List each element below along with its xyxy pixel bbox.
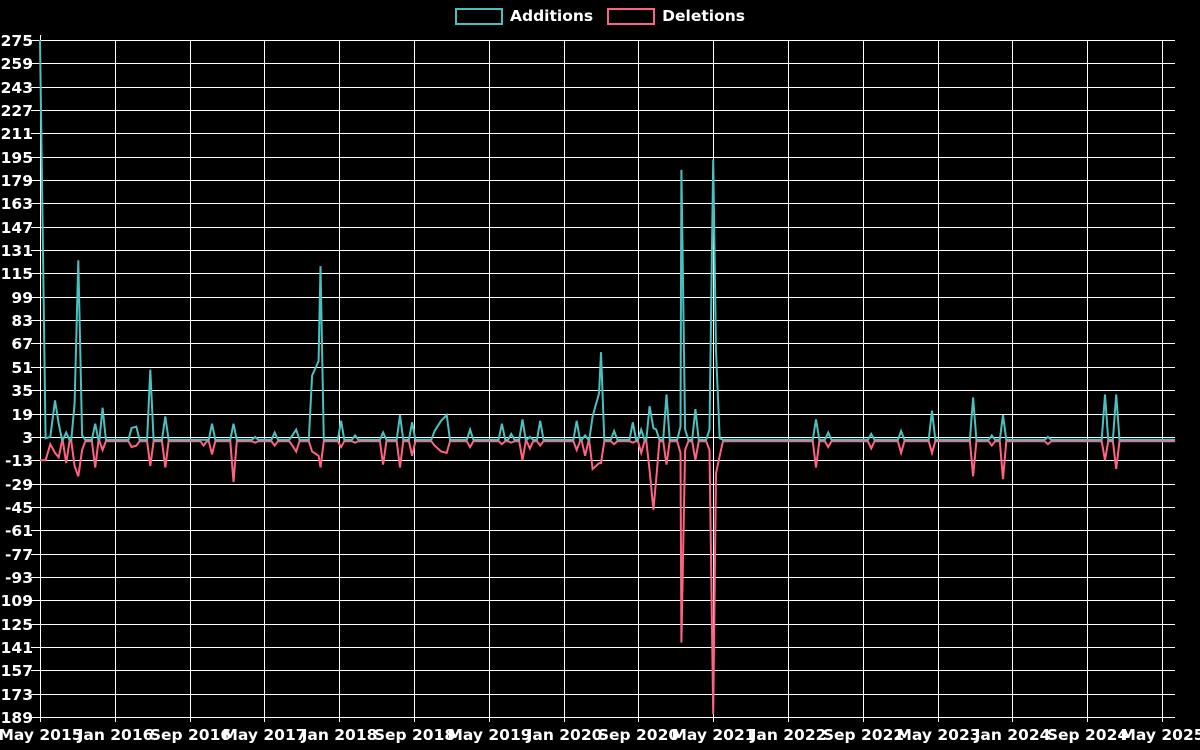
y-tick-label: 51 [11,359,33,377]
y-tick-label: 243 [1,79,33,97]
y-tick-label: -45 [5,499,33,517]
x-tick-label: May 2021 [671,726,755,744]
y-tick-label: -13 [5,452,33,470]
x-tick-label: May 2025 [1120,726,1200,744]
y-tick-label: 115 [1,265,33,283]
axes [31,35,1175,718]
y-tick-label: 259 [1,55,33,73]
deletions-legend-label: Deletions [662,7,745,25]
y-tick-label: -93 [5,569,33,587]
x-tick-label: Sep 2022 [823,726,904,744]
series-line-additions [39,39,1176,441]
y-tick-label: -29 [5,476,33,494]
additions-swatch [455,8,503,25]
y-tick-label: -173 [0,686,33,704]
y-tick-label: 163 [1,195,33,213]
y-tick-label: 179 [1,172,33,190]
y-tick-label: 195 [1,149,33,167]
y-tick-label: 99 [11,289,33,307]
y-tick-label: -77 [5,546,33,564]
x-tick-label: Sep 2024 [1047,726,1129,744]
additions-legend-label: Additions [510,7,594,25]
x-tick-label: May 2015 [0,726,83,744]
chart-legend: Additions Deletions [0,7,1200,26]
y-tick-label: -109 [0,592,33,610]
x-tick-label: Sep 2018 [374,726,455,744]
y-tick-label: -125 [0,616,33,634]
x-tick-label: Jan 2020 [526,726,603,744]
x-tick-label: Jan 2016 [77,726,154,744]
x-tick-label: Jan 2018 [301,726,378,744]
series-line-deletions [40,440,1176,715]
y-tick-label: 147 [1,219,33,237]
y-tick-label: -141 [0,639,33,657]
x-tick-label: May 2017 [222,726,306,744]
y-tick-label: 275 [1,32,33,50]
y-tick-label: 3 [22,429,33,447]
x-tick-label: Sep 2020 [598,726,680,744]
y-tick-label: -61 [5,522,33,540]
y-tick-label: -157 [0,662,33,680]
deletions-swatch [607,8,656,25]
x-tick-label: May 2023 [896,726,980,744]
y-tick-label: -189 [0,709,33,727]
y-tick-label: 227 [1,102,33,120]
y-tick-label: 67 [11,335,33,353]
y-tick-label: 211 [1,125,33,143]
legend-item-additions[interactable]: Additions [455,7,593,26]
x-tick-label: May 2019 [447,726,531,744]
y-tick-label: 131 [1,242,33,260]
x-tick-label: Sep 2016 [150,726,231,744]
x-tick-label: Jan 2024 [974,726,1051,744]
axis-labels: 275 259 243 227 211 195 179 163 147 131 115 99 83 67 5… [0,32,1200,744]
y-tick-label: 35 [11,382,33,400]
y-tick-label: 83 [11,312,33,330]
y-tick-label: 19 [11,406,33,424]
x-tick-label: Jan 2022 [750,726,827,744]
legend-item-deletions[interactable]: Deletions [607,7,745,26]
